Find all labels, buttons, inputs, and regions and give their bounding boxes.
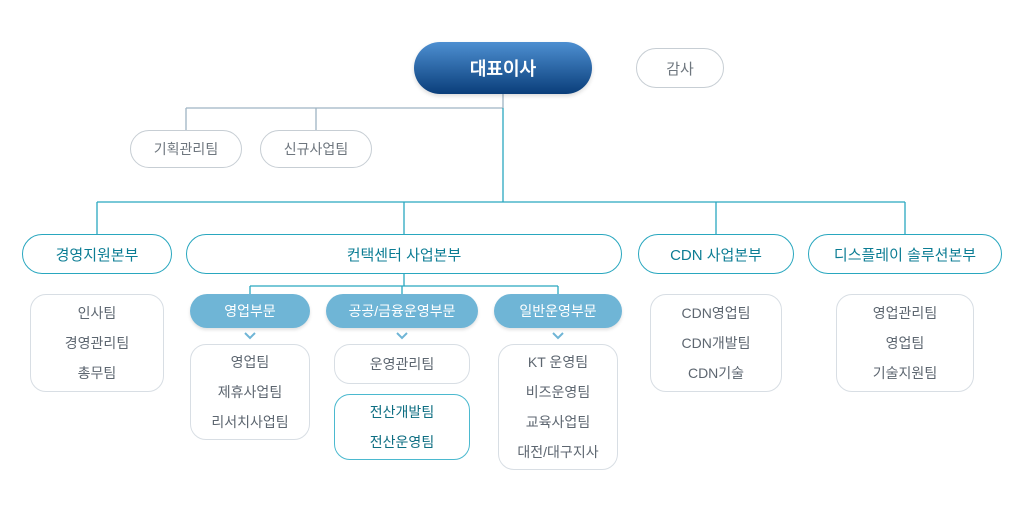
team-item: 총무팀 <box>78 363 117 383</box>
team-item: CDN영업팀 <box>682 303 751 323</box>
team-item: 전산운영팀 <box>370 432 434 452</box>
team-item: 운영관리팀 <box>370 354 434 374</box>
node-plan-team: 기획관리팀 <box>130 130 242 168</box>
team-item: CDN개발팀 <box>682 333 751 353</box>
node-dept-sales-label: 영업부문 <box>224 301 276 321</box>
node-dept-genop: 일반운영부문 <box>494 294 622 328</box>
team-item: 리서치사업팀 <box>211 412 288 432</box>
node-dept-genop-label: 일반운영부문 <box>519 301 596 321</box>
team-item: 대전/대구지사 <box>517 442 598 462</box>
teams-box-genop: KT 운영팀비즈운영팀교육사업팀대전/대구지사 <box>498 344 618 470</box>
team-item: 교육사업팀 <box>526 412 590 432</box>
node-plan-team-label: 기획관리팀 <box>154 139 218 159</box>
team-item: KT 운영팀 <box>528 352 588 372</box>
team-item: 비즈운영팀 <box>526 382 590 402</box>
teams-box-cdn: CDN영업팀 CDN개발팀 CDN기술 <box>650 294 782 392</box>
team-item: 인사팀 <box>78 303 117 323</box>
team-item: 영업팀 <box>231 352 270 372</box>
team-item: 제휴사업팀 <box>218 382 282 402</box>
node-hq-contact-label: 컨택센터 사업본부 <box>347 244 462 265</box>
node-audit-label: 감사 <box>666 58 694 79</box>
node-dept-pubfin-label: 공공/금융운영부문 <box>349 301 456 321</box>
team-item: 영업팀 <box>886 333 925 353</box>
node-hq-cdn: CDN 사업본부 <box>638 234 794 274</box>
team-item: 기술지원팀 <box>873 363 937 383</box>
node-ceo: 대표이사 <box>414 42 592 94</box>
team-item: 경영관리팀 <box>65 333 129 353</box>
node-newbiz-team-label: 신규사업팀 <box>284 139 348 159</box>
teams-box-pubfin-ops: 운영관리팀 <box>334 344 470 384</box>
node-hq-mgmt-label: 경영지원본부 <box>56 244 139 265</box>
team-item: CDN기술 <box>688 363 744 383</box>
node-hq-mgmt: 경영지원본부 <box>22 234 172 274</box>
node-ceo-label: 대표이사 <box>470 55 536 81</box>
teams-box-sales: 영업팀제휴사업팀리서치사업팀 <box>190 344 310 440</box>
node-dept-sales: 영업부문 <box>190 294 310 328</box>
node-hq-display: 디스플레이 솔루션본부 <box>808 234 1002 274</box>
node-hq-cdn-label: CDN 사업본부 <box>670 244 762 265</box>
teams-box-display: 영업관리팀영업팀기술지원팀 <box>836 294 974 392</box>
node-audit: 감사 <box>636 48 724 88</box>
node-hq-display-label: 디스플레이 솔루션본부 <box>834 244 976 265</box>
node-dept-pubfin: 공공/금융운영부문 <box>326 294 478 328</box>
team-item: 전산개발팀 <box>370 402 434 422</box>
teams-box-pubfin-it: 전산개발팀전산운영팀 <box>334 394 470 460</box>
node-hq-contact: 컨택센터 사업본부 <box>186 234 622 274</box>
team-item: 영업관리팀 <box>873 303 937 323</box>
teams-box-mgmt: 인사팀경영관리팀총무팀 <box>30 294 164 392</box>
node-newbiz-team: 신규사업팀 <box>260 130 372 168</box>
